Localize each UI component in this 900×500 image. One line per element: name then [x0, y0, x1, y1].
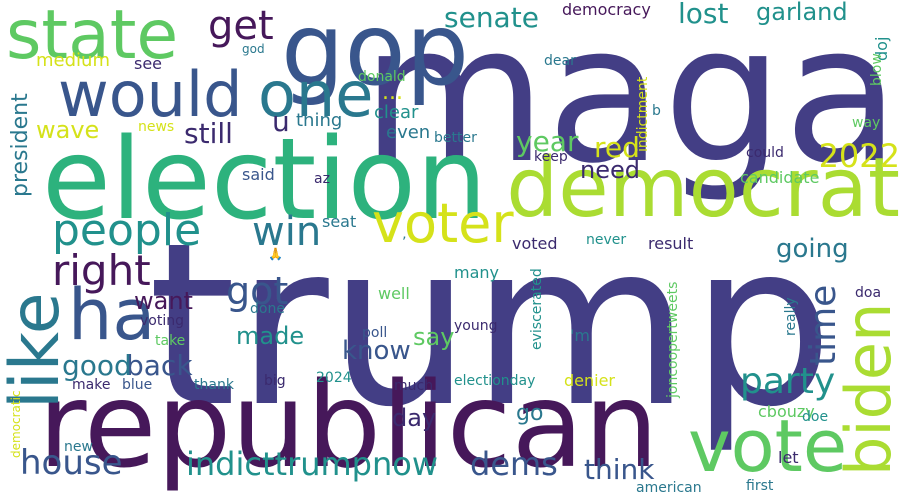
word: denier: [564, 371, 616, 390]
word: back: [126, 349, 193, 382]
word: senate: [444, 1, 539, 34]
word: poll: [362, 325, 388, 341]
word: garland: [756, 0, 848, 26]
word: american: [636, 480, 702, 496]
word: first: [746, 478, 774, 494]
word: thing: [296, 110, 343, 131]
word: know: [342, 336, 411, 366]
word: dear: [544, 53, 576, 69]
word: 2022: [818, 137, 900, 175]
word: republican: [38, 356, 659, 494]
word: go: [516, 401, 544, 426]
word: see: [134, 54, 163, 73]
word: democracy: [562, 0, 651, 19]
word: cbouzy: [758, 402, 815, 421]
word: state: [6, 0, 179, 75]
word: b: [652, 103, 661, 119]
word: good: [62, 349, 132, 382]
word: lost: [678, 0, 729, 30]
word: want: [134, 287, 193, 315]
word: think: [584, 453, 655, 486]
word: doa: [855, 285, 882, 301]
word: medium: [36, 50, 110, 71]
word: many: [454, 263, 499, 282]
word: year: [516, 125, 579, 158]
word: got: [226, 269, 289, 313]
word: 🙏: [268, 247, 283, 261]
word: take: [155, 333, 186, 349]
word: time: [803, 285, 844, 367]
word: 'm: [570, 326, 590, 345]
word: blue: [122, 377, 153, 393]
word: news: [138, 119, 175, 135]
word: seat: [322, 212, 357, 231]
word: ’: [402, 235, 407, 251]
word: biden: [832, 302, 900, 476]
word: blow: [869, 52, 885, 86]
word: dems: [470, 445, 558, 483]
word: donald: [358, 69, 406, 85]
word: gop: [281, 0, 470, 108]
word: ...: [382, 80, 403, 105]
word: electionday: [454, 373, 536, 389]
word: voting: [140, 313, 184, 329]
word: election: [42, 115, 488, 245]
word: keep: [534, 149, 568, 165]
word: house: [20, 443, 123, 483]
word: one: [258, 58, 374, 131]
word: even: [386, 122, 431, 143]
word: thank: [194, 377, 234, 393]
word: az: [314, 171, 330, 187]
word: 2024: [316, 370, 352, 386]
word: result: [648, 234, 694, 253]
word: trump: [148, 195, 834, 457]
word: never: [586, 232, 627, 248]
word: need: [580, 156, 640, 184]
word: u: [272, 105, 290, 138]
word: red: [594, 131, 640, 164]
word: better: [434, 130, 477, 146]
word: democratic: [9, 390, 23, 458]
word: right: [52, 246, 151, 295]
word: new: [64, 439, 93, 455]
word: wave: [36, 116, 100, 144]
word: young: [454, 318, 498, 334]
word: voted: [512, 234, 558, 253]
word: party: [740, 361, 836, 402]
word: eviscerated: [529, 268, 545, 351]
word: could: [746, 145, 784, 161]
word: win: [252, 209, 322, 255]
word: ha: [68, 274, 156, 356]
word: way: [852, 115, 881, 131]
word: big: [264, 373, 286, 389]
word: say: [413, 323, 455, 351]
word: democrat: [506, 141, 900, 236]
word: clear: [374, 102, 419, 123]
word: day: [392, 404, 437, 432]
word: people: [52, 205, 202, 256]
word: get: [208, 3, 274, 49]
word: much: [394, 378, 434, 394]
word: made: [236, 322, 305, 350]
word: done: [250, 301, 285, 317]
word: president: [8, 93, 33, 197]
word: going: [776, 234, 849, 264]
word: make: [72, 377, 111, 393]
word: indictment: [635, 76, 651, 152]
word: maga: [361, 0, 900, 205]
word: joncoopertweets: [665, 281, 681, 398]
word: doe: [802, 409, 829, 425]
word: would: [58, 58, 243, 131]
word: god: [242, 42, 265, 56]
word: said: [242, 165, 275, 184]
word: candidate: [740, 168, 820, 187]
word: really: [783, 297, 799, 337]
word: indicttrumpnow: [186, 445, 439, 483]
word: let: [778, 448, 799, 467]
word: well: [378, 284, 410, 303]
word: vote: [688, 404, 848, 488]
word: still: [184, 117, 233, 150]
word: voter: [372, 192, 514, 255]
